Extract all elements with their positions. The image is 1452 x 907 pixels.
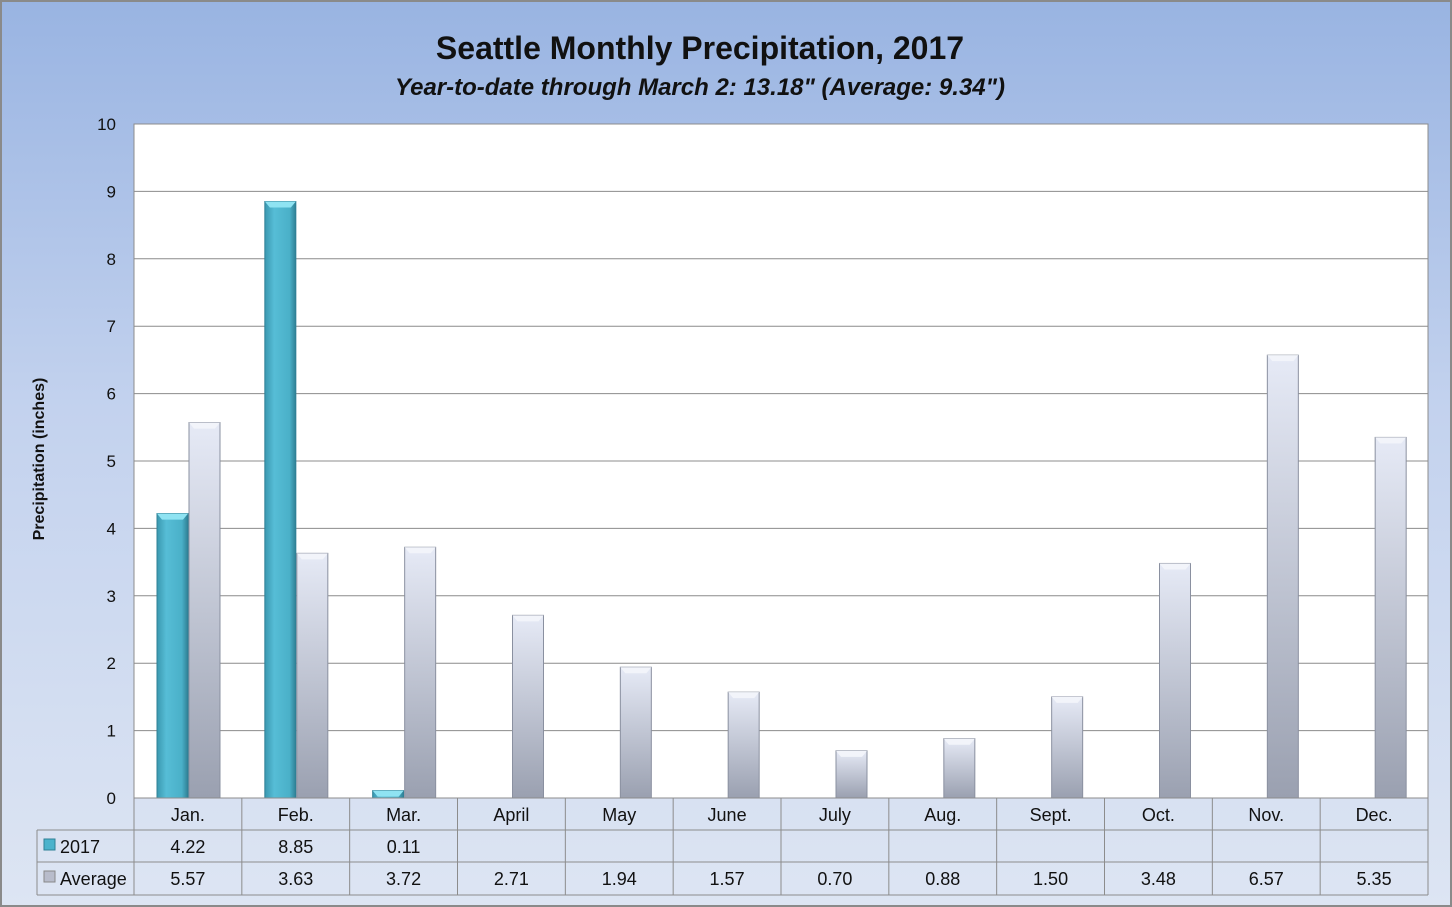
category-label: April xyxy=(493,805,529,825)
legend-swatch-2017 xyxy=(43,838,56,851)
category-label: Mar. xyxy=(386,805,421,825)
y-tick-label: 7 xyxy=(107,317,116,336)
bar-average-dec xyxy=(1374,436,1407,799)
y-tick-label: 2 xyxy=(107,654,116,673)
bar-cap xyxy=(620,667,652,674)
table-cell: 5.57 xyxy=(170,869,205,889)
category-label: Nov. xyxy=(1248,805,1284,825)
category-label: Oct. xyxy=(1142,805,1175,825)
legend-label-average: Average xyxy=(60,869,127,889)
category-label: July xyxy=(819,805,851,825)
y-tick-label: 10 xyxy=(97,115,116,134)
table-cell: 3.72 xyxy=(386,869,421,889)
category-label: Feb. xyxy=(278,805,314,825)
bar-cap xyxy=(372,790,404,797)
chart-subtitle: Year-to-date through March 2: 13.18" (Av… xyxy=(394,74,1006,101)
table-cell: 8.85 xyxy=(278,837,313,857)
table-cell: 0.88 xyxy=(925,869,960,889)
bar-cap xyxy=(943,738,975,745)
legend-label-2017: 2017 xyxy=(60,837,100,857)
bar-cap xyxy=(404,547,436,554)
table-cell: 3.48 xyxy=(1141,869,1176,889)
bar-average-june xyxy=(727,691,760,799)
table-cell: 6.57 xyxy=(1249,869,1284,889)
bar-cap xyxy=(1375,437,1407,444)
table-cell: 1.94 xyxy=(602,869,637,889)
category-label: Sept. xyxy=(1030,805,1072,825)
table-cell: 5.35 xyxy=(1357,869,1392,889)
y-tick-label: 3 xyxy=(107,587,116,606)
table-cell: 0.70 xyxy=(817,869,852,889)
bar-average-jan xyxy=(188,422,221,799)
bar-cap xyxy=(296,553,328,560)
bar-cap xyxy=(512,615,544,622)
bar-cap xyxy=(1051,696,1083,703)
y-tick-label: 5 xyxy=(107,452,116,471)
bar-cap xyxy=(1159,563,1191,570)
bar-average-oct xyxy=(1159,562,1191,799)
category-label: Dec. xyxy=(1356,805,1393,825)
bar-cap xyxy=(836,750,867,757)
bar-average-april xyxy=(512,614,544,799)
category-label: June xyxy=(708,805,747,825)
table-cell: 2.71 xyxy=(494,869,529,889)
table-cell: 0.11 xyxy=(387,837,421,857)
y-tick-label: 0 xyxy=(107,789,116,808)
bar-average-feb xyxy=(296,552,329,799)
chart-title: Seattle Monthly Precipitation, 2017 xyxy=(435,30,965,66)
y-tick-label: 1 xyxy=(107,722,116,741)
category-label: Aug. xyxy=(924,805,961,825)
bar-average-may xyxy=(619,666,652,799)
bar-cap xyxy=(157,513,188,520)
bar-2017-feb xyxy=(264,201,297,799)
y-tick-label: 9 xyxy=(107,182,116,201)
y-tick-label: 6 xyxy=(107,385,116,404)
bar-cap xyxy=(264,201,296,208)
y-tick-label: 4 xyxy=(107,519,116,538)
table-cell: 4.22 xyxy=(170,837,205,857)
category-label: May xyxy=(602,805,636,825)
bar-average-nov xyxy=(1266,354,1299,799)
bar-average-aug xyxy=(943,738,976,799)
table-cell: 1.50 xyxy=(1033,869,1068,889)
bar-cap xyxy=(189,422,220,429)
legend-swatch-average xyxy=(43,870,56,883)
bar-cap xyxy=(1267,355,1299,362)
bar-2017-jan xyxy=(156,513,189,799)
y-tick-label: 8 xyxy=(107,250,116,269)
category-label: Jan. xyxy=(171,805,205,825)
table-cell: 3.63 xyxy=(278,869,313,889)
bar-average-july xyxy=(835,750,868,799)
bar-average-sept xyxy=(1051,696,1084,799)
bar-cap xyxy=(728,692,760,699)
table-cell: 1.57 xyxy=(710,869,745,889)
bar-average-mar xyxy=(404,546,437,799)
